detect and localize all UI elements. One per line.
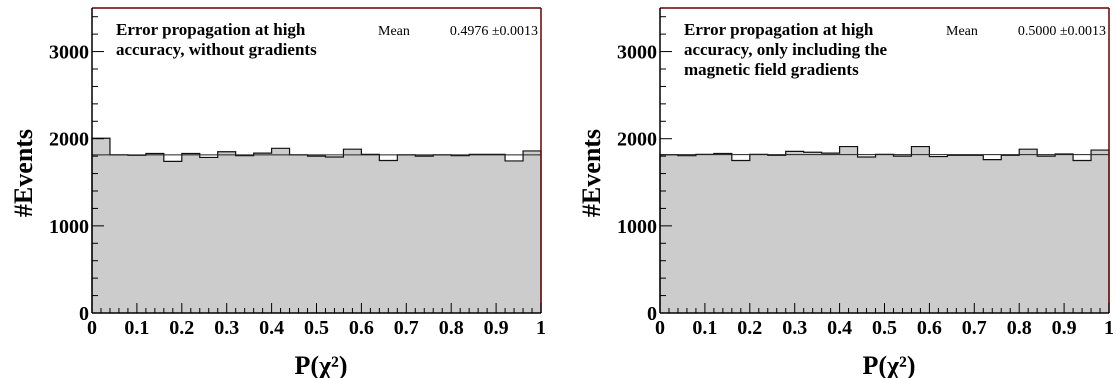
x-tick-label: 0.9 — [484, 317, 509, 339]
plot-title-line: accuracy, without gradients — [116, 40, 317, 59]
y-tick-label: 0 — [647, 303, 657, 325]
x-tick-label: 0.1 — [124, 317, 149, 339]
plot-title-line: magnetic field gradients — [684, 60, 859, 79]
plot-title-line: accuracy, only including the — [684, 40, 888, 59]
histogram-outline — [91, 137, 542, 313]
x-tick-label: 0 — [87, 317, 97, 339]
x-tick-label: 0 — [655, 317, 665, 339]
y-tick-label: 2000 — [49, 129, 89, 151]
x-tick-label: 0.2 — [737, 317, 762, 339]
y-tick-label: 0 — [79, 303, 89, 325]
x-tick-label: 0.8 — [1007, 317, 1032, 339]
y-tick-label: 2000 — [617, 129, 657, 151]
y-tick-label: 1000 — [617, 216, 657, 238]
y-axis-label: #Events — [9, 129, 38, 217]
x-tick-label: 0.8 — [439, 317, 464, 339]
y-tick-label: 3000 — [49, 42, 89, 64]
x-tick-label: 1 — [536, 317, 546, 339]
x-tick-label: 0.4 — [259, 317, 284, 339]
stats-mean-label: Mean — [946, 24, 978, 39]
histogram-panel-left: 0 0.1 0.2 0.3 0.4 0.5 0.6 0.7 0.8 0.9 1 0 1000 2000 30… — [9, 7, 546, 378]
histogram-fill — [92, 138, 541, 313]
x-tick-label: 0.5 — [304, 317, 329, 339]
x-tick-label: 0.5 — [872, 317, 897, 339]
plot-title-line: Error propagation at high — [116, 20, 306, 39]
stats-mean-label: Mean — [378, 24, 410, 39]
x-tick-label: 0.3 — [214, 317, 239, 339]
histogram-fill — [660, 146, 1109, 313]
y-axis-label: #Events — [577, 129, 606, 217]
x-tick-label: 0.9 — [1052, 317, 1077, 339]
x-tick-label: 0.3 — [782, 317, 807, 339]
x-tick-label: 0.7 — [394, 317, 419, 339]
y-tick-label: 3000 — [617, 42, 657, 64]
x-tick-label: 0.6 — [349, 317, 374, 339]
x-axis-label: P(χ²) — [862, 351, 915, 378]
y-tick-label: 1000 — [49, 216, 89, 238]
x-tick-label: 0.6 — [917, 317, 942, 339]
x-tick-label: 0.4 — [827, 317, 852, 339]
x-tick-label: 0.2 — [169, 317, 194, 339]
x-tick-label: 1 — [1104, 317, 1114, 339]
histogram-panel-right: 0 0.1 0.2 0.3 0.4 0.5 0.6 0.7 0.8 0.9 1 0 1000 2000 30… — [577, 7, 1114, 378]
plot-title-line: Error propagation at high — [684, 20, 874, 39]
stats-mean-value: 0.4976 ±0.0013 — [450, 24, 538, 39]
x-tick-label: 0.1 — [692, 317, 717, 339]
x-tick-label: 0.7 — [962, 317, 987, 339]
stats-mean-value: 0.5000 ±0.0013 — [1018, 24, 1106, 39]
x-axis-label: P(χ²) — [294, 351, 347, 378]
